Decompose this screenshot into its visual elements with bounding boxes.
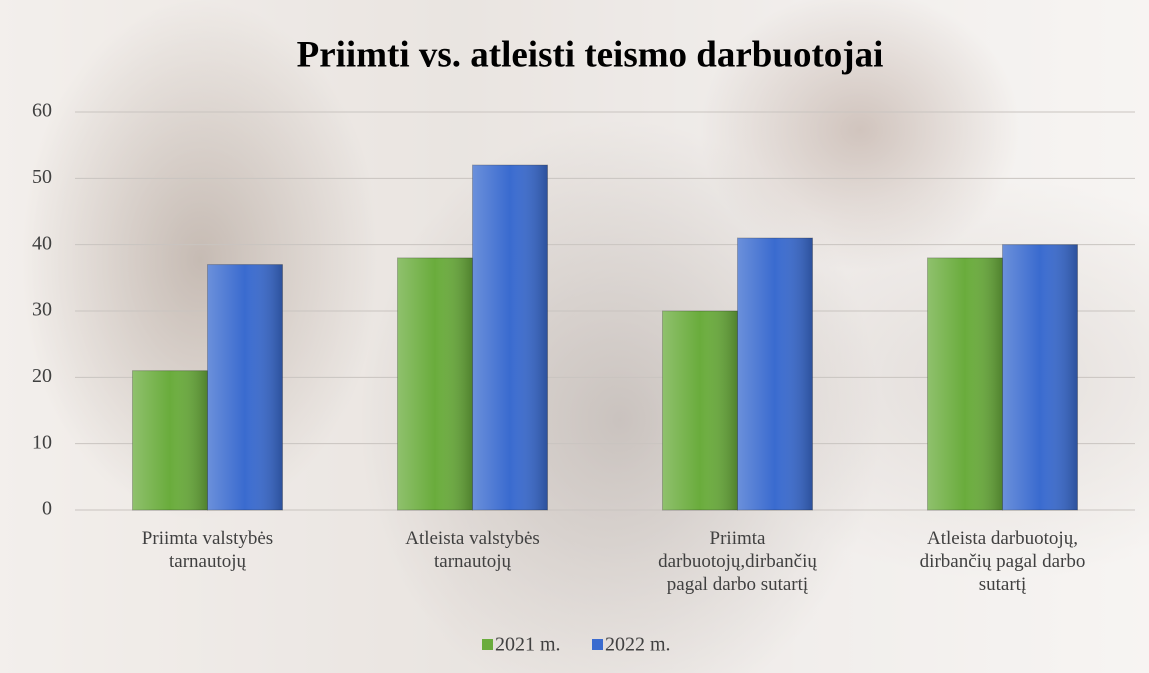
y-tick-label: 40	[32, 232, 52, 254]
x-tick-label: Priimta darbuotojų,dirbančių pagal darbo…	[658, 528, 817, 595]
y-tick-label: 0	[42, 498, 52, 520]
chart-title: Priimti vs. atleisti teismo darbuotojai	[297, 34, 884, 75]
bar	[927, 257, 1003, 511]
legend-label: 2021 m.	[495, 634, 561, 656]
y-tick-label: 20	[32, 365, 52, 387]
x-tick-label: Atleista darbuotojų, dirbančių pagal dar…	[919, 528, 1086, 595]
x-tick-label: Priimta valstybės tarnautojų	[141, 528, 274, 572]
bar	[207, 264, 283, 511]
bar	[737, 237, 813, 511]
y-tick-label: 50	[32, 166, 52, 188]
legend-swatch	[592, 639, 603, 650]
legend-swatch	[482, 639, 493, 650]
bar	[662, 310, 738, 511]
x-tick-label: Atleista valstybės tarnautojų	[405, 528, 540, 572]
y-tick-label: 10	[32, 431, 52, 453]
bar	[397, 257, 473, 511]
y-tick-label: 60	[32, 100, 52, 122]
y-tick-label: 30	[32, 299, 52, 321]
bar	[132, 370, 208, 511]
legend-label: 2022 m.	[605, 634, 671, 656]
bar	[472, 164, 548, 511]
bar	[1002, 244, 1078, 511]
